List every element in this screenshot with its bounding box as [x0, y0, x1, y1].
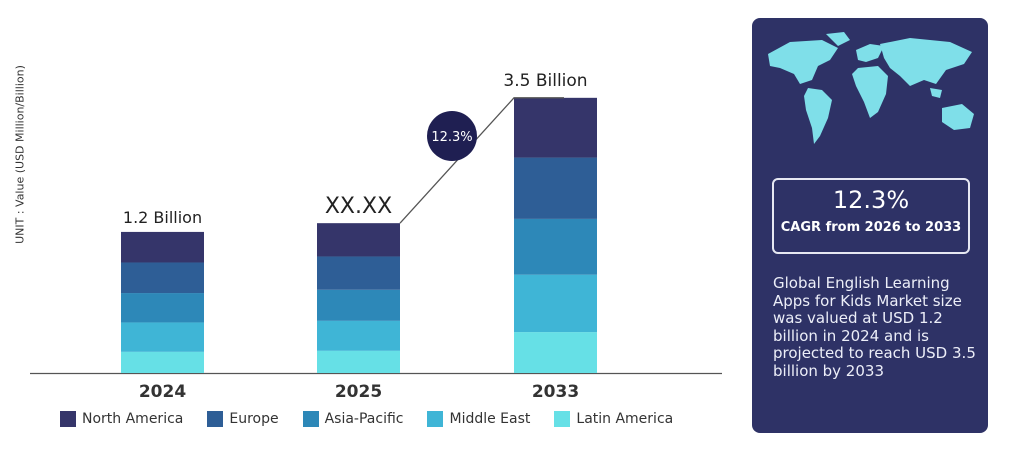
- cagr-value: 12.3%: [832, 186, 910, 214]
- legend-label: North America: [82, 411, 184, 427]
- bar-segment-north-america: [121, 231, 204, 263]
- bar-segment-latin-america: [121, 351, 204, 373]
- bar-segment-middle-east: [317, 320, 400, 351]
- bar-segment-asia-pacific: [121, 293, 204, 323]
- legend-label: Europe: [229, 411, 279, 427]
- legend-swatch: [554, 411, 571, 427]
- cagr-bubble: [427, 111, 477, 161]
- y-axis-label: UNIT : Value (USD Million/Billion): [13, 65, 27, 244]
- cagr-box: 12.3% CAGR from 2026 to 2033: [772, 178, 970, 254]
- legend-item: Europe: [207, 411, 279, 427]
- growth-connector-line: [399, 97, 564, 224]
- summary-panel: 12.3% CAGR from 2026 to 2033 Global Engl…: [752, 18, 988, 433]
- cagr-bubble-label: 12.3%: [431, 130, 472, 145]
- legend-item: Latin America: [554, 411, 673, 427]
- bar-total-label: 1.2 Billion: [123, 208, 202, 227]
- cagr-label: CAGR from 2026 to 2033: [780, 220, 962, 235]
- legend-label: Latin America: [576, 411, 674, 427]
- legend-swatch: [60, 411, 76, 427]
- bar-segment-europe: [121, 262, 204, 294]
- bar-segment-asia-pacific: [514, 218, 597, 275]
- bar-segment-latin-america: [514, 332, 597, 373]
- bar-segment-europe: [317, 256, 400, 290]
- bar-total-label: 3.5 Billion: [503, 71, 587, 91]
- legend-item: North America: [60, 411, 183, 427]
- bar-segment-north-america: [317, 223, 400, 257]
- bar-segment-middle-east: [514, 274, 597, 333]
- stacked-bar-chart: 2024 2025 2033 1.2 Billion XX.XX 3.5 Billion 1…: [30, 71, 722, 402]
- x-tick-label: 2025: [335, 382, 382, 402]
- bar-segment-north-america: [514, 97, 597, 158]
- bar-segment-asia-pacific: [317, 289, 400, 321]
- x-tick-label: 2033: [532, 382, 579, 402]
- legend-swatch: [427, 411, 444, 427]
- world-map-icon: [768, 32, 974, 144]
- market-description: Global English Learning Apps for Kids Ma…: [773, 274, 976, 380]
- legend: North America Europe Asia-Pacific Middle Ea…: [60, 411, 697, 427]
- legend-label: Asia-Pacific: [324, 411, 404, 427]
- bar-segment-middle-east: [121, 322, 204, 352]
- bar-segment-latin-america: [317, 350, 400, 373]
- legend-item: Middle East: [427, 411, 530, 427]
- legend-swatch: [207, 411, 224, 427]
- legend-item: Asia-Pacific: [302, 411, 404, 427]
- x-tick-label: 2024: [139, 382, 186, 402]
- bar-total-label: XX.XX: [325, 194, 392, 219]
- bar-segment-europe: [514, 157, 597, 219]
- legend-swatch: [302, 411, 319, 427]
- legend-label: Middle East: [449, 411, 531, 427]
